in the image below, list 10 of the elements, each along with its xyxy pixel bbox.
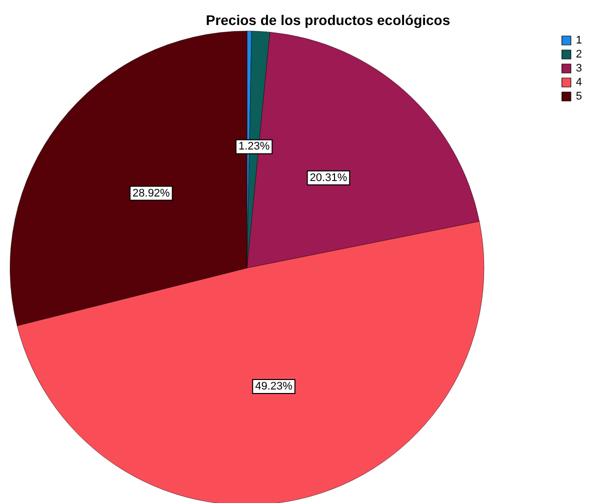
data-label: 1.23% [238, 140, 270, 153]
legend-label: 2 [576, 48, 582, 60]
legend-label: 1 [576, 34, 582, 46]
data-label: 28.92% [132, 187, 170, 200]
legend-label: 3 [576, 62, 582, 74]
data-label: 49.23% [255, 380, 293, 393]
legend-label: 5 [576, 90, 582, 102]
chart-title: Precios de los productos ecológicos [206, 12, 450, 28]
legend-label: 4 [576, 76, 582, 88]
data-label: 20.31% [310, 172, 348, 184]
